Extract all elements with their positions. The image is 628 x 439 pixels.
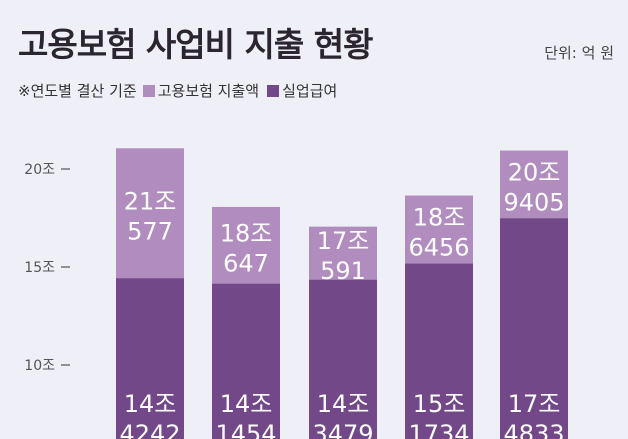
legend-item-unemployment: 실업급여: [267, 80, 337, 101]
data-label-total: 591: [320, 257, 366, 285]
y-tick-label: 10조: [24, 358, 55, 374]
data-label-unemployment: 14조: [220, 390, 273, 418]
data-label-total: 20조: [508, 158, 561, 186]
bar-unemployment: [212, 283, 280, 439]
data-label-unemployment: 15조: [413, 390, 466, 418]
bar-unemployment: [116, 278, 184, 439]
legend-swatch-total: [142, 84, 155, 97]
data-label-unemployment: 14조: [124, 390, 177, 418]
data-label-unemployment: 4242: [119, 420, 180, 439]
legend-note: ※연도별 결산 기준: [18, 82, 137, 100]
data-label-unemployment: 14조: [317, 390, 370, 418]
bar-unemployment: [309, 279, 377, 439]
data-label-unemployment: 3479: [312, 420, 373, 439]
data-label-total: 21조: [124, 187, 177, 215]
data-label-total: 6456: [408, 234, 469, 262]
y-tick-label: 15조: [24, 260, 55, 276]
chart-title: 고용보험 사업비 지출 현황: [18, 25, 373, 64]
legend-item-total: 고용보험 지출액: [142, 80, 260, 101]
data-label-total: 647: [223, 249, 269, 277]
data-label-unemployment: 17조: [508, 390, 561, 418]
legend-label-unemployment: 실업급여: [282, 82, 338, 100]
y-tick-label: 20조: [24, 162, 55, 178]
legend: ※연도별 결산 기준 고용보험 지출액 실업급여: [18, 80, 345, 101]
legend-label-total: 고용보험 지출액: [157, 82, 260, 100]
unit-label: 단위: 억 원: [544, 44, 614, 62]
data-label-total: 577: [127, 217, 173, 245]
data-label-unemployment: 4833: [503, 420, 564, 439]
data-label-total: 18조: [220, 219, 273, 247]
data-label-unemployment: 1454: [215, 420, 276, 439]
legend-swatch-unemployment: [267, 84, 280, 97]
bar-unemployment: [405, 263, 473, 439]
data-label-total: 18조: [413, 204, 466, 232]
data-label-unemployment: 1734: [408, 420, 469, 439]
data-label-total: 9405: [503, 188, 564, 216]
data-label-total: 17조: [317, 227, 370, 255]
bar-unemployment: [500, 218, 568, 439]
